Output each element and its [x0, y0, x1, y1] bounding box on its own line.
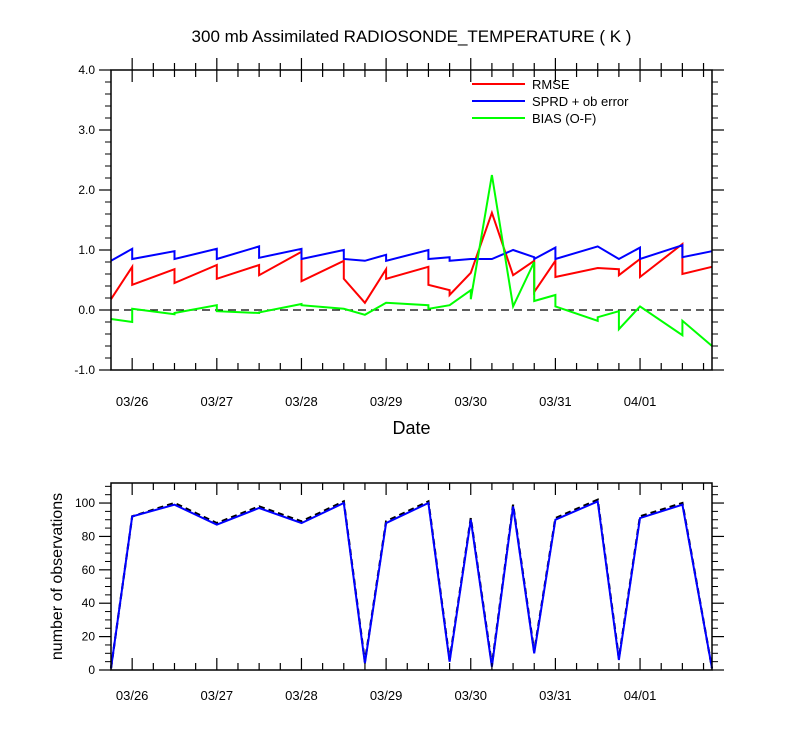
- plot-frame: [110, 69, 713, 371]
- series-line-bias-o-f-: [110, 174, 713, 347]
- x-tick-label: 03/27: [201, 394, 234, 409]
- y-tick-label: 2.0: [78, 183, 95, 197]
- legend-label: BIAS (O-F): [532, 111, 596, 126]
- x-tick-label: 04/01: [624, 688, 657, 703]
- y-tick-label: 0: [88, 663, 95, 677]
- y-tick-label: -1.0: [74, 363, 95, 377]
- x-tick-label: 03/27: [201, 688, 234, 703]
- x-tick-label: 03/29: [370, 394, 403, 409]
- x-tick-label: 03/26: [116, 688, 149, 703]
- y-tick-label: 4.0: [78, 63, 95, 77]
- x-tick-label: 04/01: [624, 394, 657, 409]
- x-axis-label: Date: [392, 418, 430, 438]
- series-line-rmse: [110, 209, 713, 305]
- legend-label: RMSE: [532, 77, 570, 92]
- y-tick-label: 0.0: [78, 303, 95, 317]
- y-tick-label: 100: [75, 496, 95, 510]
- x-tick-label: 03/31: [539, 688, 572, 703]
- series-line-sprd-ob-error: [110, 243, 713, 263]
- y-tick-label: 80: [82, 529, 96, 543]
- y-tick-label: 40: [82, 596, 96, 610]
- y-axis-label: number of observations: [49, 493, 66, 660]
- y-tick-label: 3.0: [78, 123, 95, 137]
- chart-title: 300 mb Assimilated RADIOSONDE_TEMPERATUR…: [192, 27, 632, 46]
- plot-frame: [110, 482, 713, 671]
- x-tick-label: 03/30: [454, 394, 487, 409]
- series-line-observations-used: [110, 499, 713, 669]
- x-tick-label: 03/29: [370, 688, 403, 703]
- y-tick-label: 20: [82, 630, 96, 644]
- x-tick-label: 03/28: [285, 688, 318, 703]
- x-tick-label: 03/31: [539, 394, 572, 409]
- y-tick-label: 60: [82, 563, 96, 577]
- y-tick-label: 1.0: [78, 243, 95, 257]
- x-tick-label: 03/30: [454, 688, 487, 703]
- legend-label: SPRD + ob error: [532, 94, 629, 109]
- x-tick-label: 03/26: [116, 394, 149, 409]
- x-tick-label: 03/28: [285, 394, 318, 409]
